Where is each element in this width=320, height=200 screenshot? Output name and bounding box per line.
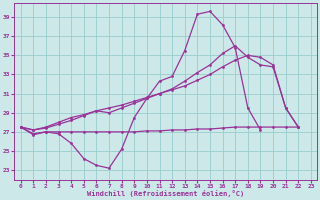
X-axis label: Windchill (Refroidissement éolien,°C): Windchill (Refroidissement éolien,°C) bbox=[87, 190, 244, 197]
